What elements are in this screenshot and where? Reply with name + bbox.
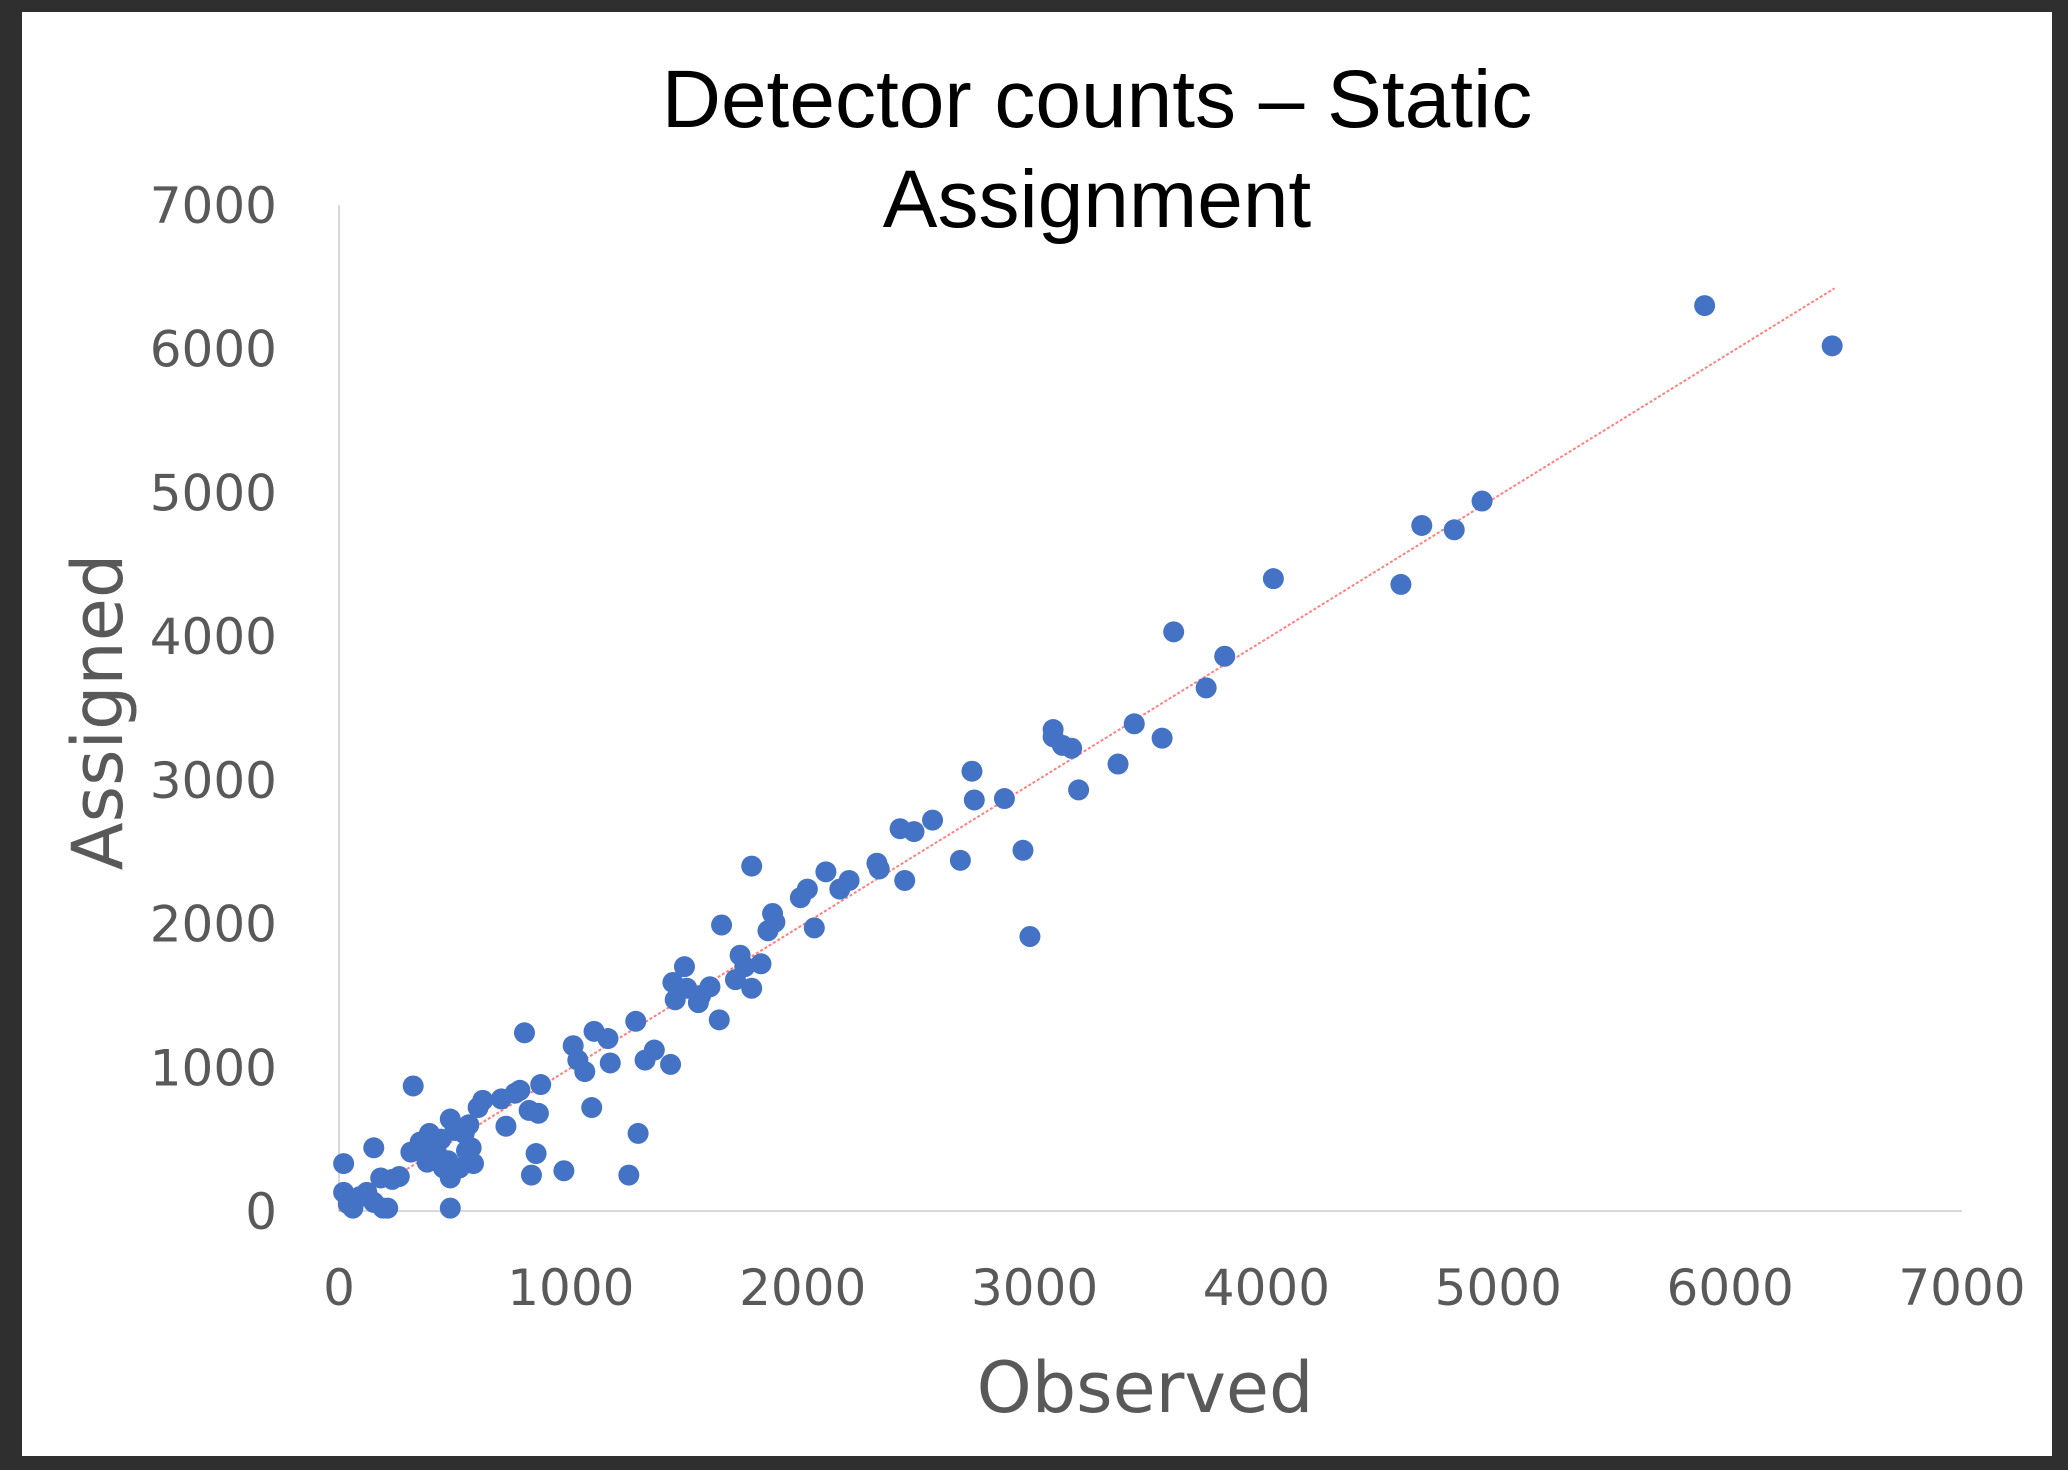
data-point xyxy=(618,1164,640,1186)
x-tick-label: 4000 xyxy=(1203,1259,1330,1317)
data-point xyxy=(1061,737,1083,759)
y-tick-label: 3000 xyxy=(150,752,277,810)
data-point xyxy=(643,1039,665,1061)
data-point xyxy=(377,1197,399,1219)
data-point xyxy=(699,976,721,998)
data-point xyxy=(741,855,763,877)
data-point xyxy=(1068,779,1090,801)
data-point xyxy=(462,1153,484,1175)
data-point xyxy=(803,917,825,939)
data-point xyxy=(1821,335,1843,357)
x-axis-label: Observed xyxy=(977,1347,1314,1429)
y-tick-label: 4000 xyxy=(150,608,277,666)
data-point xyxy=(553,1160,575,1182)
data-point xyxy=(1195,677,1217,699)
data-point xyxy=(388,1166,410,1188)
data-point xyxy=(439,1197,461,1219)
data-point xyxy=(527,1102,549,1124)
data-point xyxy=(993,788,1015,810)
data-point xyxy=(1019,926,1041,948)
data-point xyxy=(627,1122,649,1144)
data-point xyxy=(599,1052,621,1074)
data-point xyxy=(1163,621,1185,643)
data-point xyxy=(1390,573,1412,595)
data-point xyxy=(922,809,944,831)
x-tick-label: 2000 xyxy=(739,1259,866,1317)
data-point xyxy=(868,858,890,880)
data-point xyxy=(708,1009,730,1031)
data-point xyxy=(525,1143,547,1165)
y-tick-label: 7000 xyxy=(150,177,277,235)
x-tick-label: 0 xyxy=(323,1259,355,1317)
y-axis-ticks: 0 1000 2000 3000 4000 5000 6000 7000 xyxy=(150,177,277,1241)
x-axis-ticks: 0 1000 2000 3000 4000 5000 6000 7000 xyxy=(323,1259,2026,1317)
data-point xyxy=(1471,490,1493,512)
data-point xyxy=(458,1114,480,1136)
y-tick-label: 2000 xyxy=(150,896,277,954)
data-point xyxy=(1123,713,1145,735)
x-tick-label: 6000 xyxy=(1667,1259,1794,1317)
data-point xyxy=(815,861,837,883)
y-tick-label: 1000 xyxy=(150,1039,277,1097)
y-tick-label: 0 xyxy=(245,1183,277,1241)
data-point xyxy=(1042,719,1064,741)
data-point xyxy=(597,1028,619,1050)
data-point xyxy=(363,1137,385,1159)
x-tick-label: 5000 xyxy=(1435,1259,1562,1317)
data-points xyxy=(333,295,1843,1219)
x-tick-label: 7000 xyxy=(1898,1259,2025,1317)
data-point xyxy=(472,1089,494,1111)
data-point xyxy=(625,1010,647,1032)
data-point xyxy=(963,789,985,811)
data-point xyxy=(1443,519,1465,541)
data-point xyxy=(660,1053,682,1075)
data-point xyxy=(513,1022,535,1044)
data-point xyxy=(1262,568,1284,590)
data-point xyxy=(764,911,786,933)
data-point xyxy=(903,821,925,843)
data-point xyxy=(574,1061,596,1083)
data-point xyxy=(1151,727,1173,749)
data-point xyxy=(333,1153,355,1175)
data-point xyxy=(750,953,772,975)
data-point xyxy=(402,1075,424,1097)
x-tick-label: 3000 xyxy=(971,1259,1098,1317)
data-point xyxy=(581,1097,603,1119)
data-point xyxy=(509,1079,531,1101)
chart-title-line-2: Assignment xyxy=(883,154,1312,245)
y-axis-label: Assigned xyxy=(57,554,139,871)
data-point xyxy=(949,849,971,871)
scatter-chart: Detector counts – Static Assignment 0 100… xyxy=(57,54,2026,1429)
data-point xyxy=(1214,645,1236,667)
data-point xyxy=(711,914,733,936)
chart-title-line-1: Detector counts – Static xyxy=(662,54,1533,145)
data-point xyxy=(495,1115,517,1137)
data-point xyxy=(838,869,860,891)
data-point xyxy=(734,956,756,978)
data-point xyxy=(1694,295,1716,317)
data-point xyxy=(1012,839,1034,861)
trendline xyxy=(338,287,1836,1212)
x-tick-label: 1000 xyxy=(507,1259,634,1317)
data-point xyxy=(741,977,763,999)
data-point xyxy=(1107,753,1129,775)
data-point xyxy=(961,760,983,782)
data-point xyxy=(460,1137,482,1159)
data-point xyxy=(796,878,818,900)
data-point xyxy=(530,1074,552,1096)
y-tick-label: 5000 xyxy=(150,464,277,522)
data-point xyxy=(894,869,916,891)
data-point xyxy=(520,1164,542,1186)
data-point xyxy=(1411,514,1433,536)
data-point xyxy=(673,956,695,978)
y-tick-label: 6000 xyxy=(150,321,277,379)
chart-frame: Detector counts – Static Assignment 0 100… xyxy=(22,12,2052,1456)
